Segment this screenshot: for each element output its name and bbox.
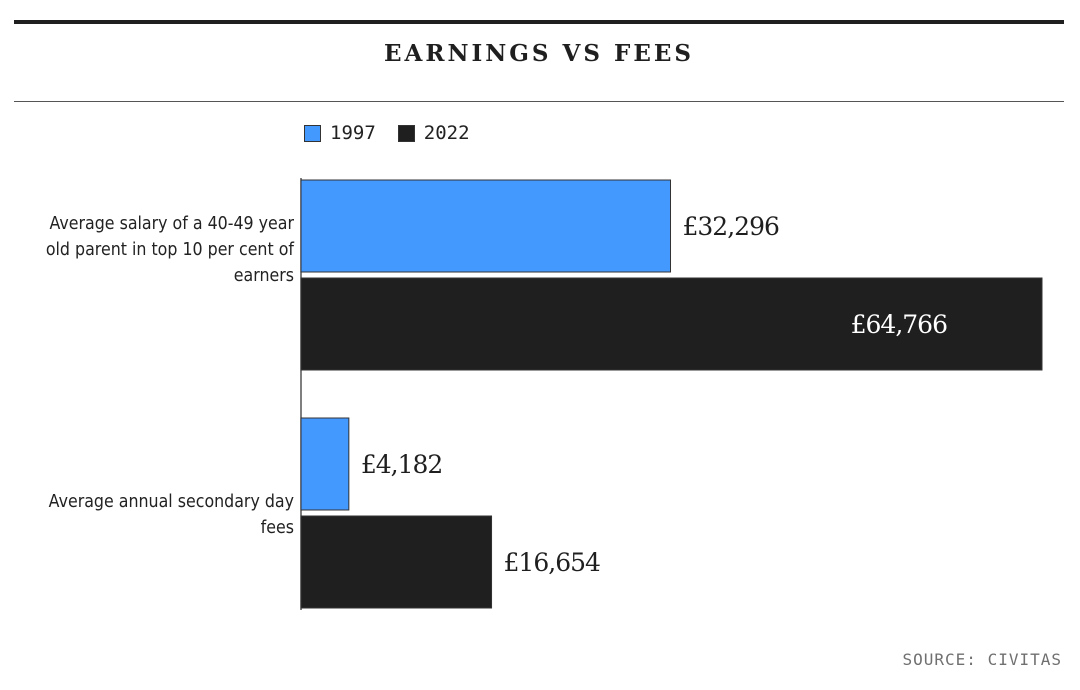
legend: 1997 2022: [304, 122, 492, 144]
legend-swatch-2022: [397, 124, 415, 142]
source-note: SOURCE: CIVITAS: [902, 650, 1062, 669]
bar-1997-salary: [300, 179, 672, 273]
data-label-1997-salary: £32,296: [683, 212, 779, 241]
legend-item-1997: 1997: [304, 122, 376, 144]
bar-2022-salary: [300, 277, 1043, 371]
legend-item-2022: 2022: [397, 122, 470, 144]
legend-label-2022: 2022: [423, 122, 470, 144]
data-label-2022-fees: £16,654: [504, 548, 600, 577]
bar-2022-fees: [300, 515, 493, 609]
legend-swatch-1997: [304, 124, 321, 142]
category-label-fees: Average annual secondary day fees: [48, 491, 294, 538]
category-label-salary: Average salary of a 40-49 year old paren…: [45, 213, 295, 286]
title-divider: [14, 101, 1064, 102]
chart-title: EARNINGS VS FEES: [383, 40, 695, 67]
top-rule: [14, 20, 1064, 24]
legend-label-1997: 1997: [330, 122, 376, 144]
data-label-1997-fees: £4,182: [361, 450, 442, 479]
data-label-2022-salary: £64,766: [851, 310, 947, 339]
bar-1997-fees: [300, 417, 350, 511]
